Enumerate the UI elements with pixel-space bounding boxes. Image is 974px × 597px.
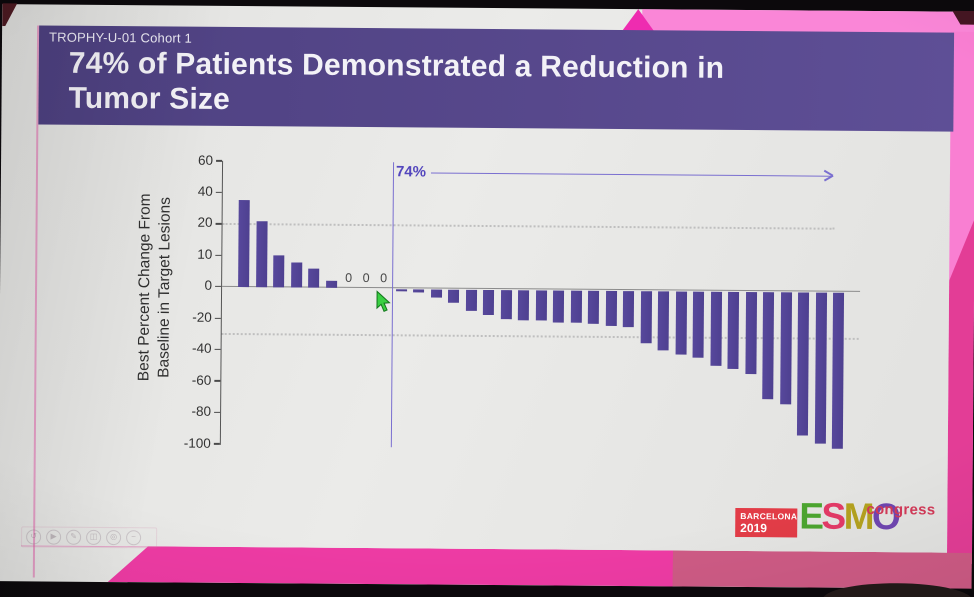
waterfall-bar [657, 291, 670, 350]
play-icon: ▶ [46, 529, 62, 545]
waterfall-bar [796, 292, 810, 436]
y-tick-mark [214, 380, 221, 382]
y-tick-label: -40 [192, 340, 212, 356]
esmo-letter-S: S [821, 495, 844, 537]
waterfall-bar [273, 255, 285, 288]
minus-icon: − [126, 530, 142, 546]
mouse-cursor-icon [376, 290, 391, 313]
y-tick-mark [213, 443, 220, 445]
reference-line [222, 222, 835, 230]
waterfall-bar [622, 290, 635, 328]
waterfall-bar [675, 291, 687, 355]
waterfall-bar [500, 289, 512, 319]
y-tick-label: -60 [191, 372, 212, 388]
waterfall-bar [709, 291, 722, 367]
waterfall-bar [727, 291, 740, 370]
waterfall-bar [238, 200, 250, 287]
esmo-congress-logo: BARCELONA 2019 ESMO congress [733, 495, 943, 547]
pencil-icon: ✎ [66, 529, 82, 545]
y-tick-mark [214, 317, 221, 319]
congress-label: congress [866, 500, 936, 519]
waterfall-bar [570, 290, 582, 323]
y-tick-label: 40 [197, 183, 213, 199]
waterfall-bar [325, 281, 337, 288]
y-tick-mark [215, 191, 222, 194]
waterfall-bar [814, 292, 827, 444]
y-tick-label: 10 [197, 246, 213, 262]
esmo-venue-badge: BARCELONA 2019 [735, 507, 798, 538]
waterfall-bar [447, 289, 460, 303]
y-tick-mark [214, 411, 221, 414]
y-tick-mark [215, 285, 222, 288]
y-tick-label: -20 [192, 309, 212, 325]
waterfall-bar [413, 289, 425, 293]
waterfall-bar [535, 290, 547, 321]
y-tick-mark [215, 254, 222, 256]
waterfall-bar [744, 291, 757, 375]
waterfall-bar [430, 289, 442, 298]
venue-year: 2019 [740, 520, 767, 536]
waterfall-bar [605, 290, 617, 326]
esmo-letter-E: E [799, 495, 822, 537]
record-icon: ◎ [106, 530, 122, 546]
waterfall-bar [831, 292, 845, 449]
annotation-arrow-shaft [430, 172, 831, 177]
waterfall-bar [552, 290, 565, 323]
waterfall-bar [290, 262, 302, 288]
y-tick-mark [216, 160, 223, 162]
waterfall-bar [395, 289, 407, 292]
waterfall-bar [762, 291, 775, 400]
y-tick-mark [214, 348, 221, 351]
y-tick-label: 60 [197, 152, 214, 168]
y-tick-mark [215, 223, 222, 225]
undo-icon: ↺ [26, 529, 42, 545]
waterfall-bar [779, 292, 792, 405]
waterfall-bar [308, 268, 320, 288]
y-tick-label: -100 [183, 435, 211, 451]
y-tick-label: 20 [197, 215, 213, 231]
camera-icon: ◫ [86, 529, 102, 545]
y-tick-label: -80 [191, 403, 212, 419]
waterfall-bar [692, 291, 705, 359]
waterfall-bar [517, 290, 530, 321]
waterfall-bar [255, 220, 268, 288]
zero-value-label: 0 [362, 270, 370, 285]
waterfall-bar [587, 290, 600, 325]
responder-annotation-label: 74% [395, 162, 427, 181]
zero-value-label: 0 [345, 270, 353, 285]
waterfall-bar [465, 289, 477, 311]
venue-city: BARCELONA [740, 510, 798, 522]
y-axis-spine [219, 160, 224, 445]
waterfall-bar [482, 289, 495, 316]
watermark-toolbar: ↺ ▶ ✎ ◫ ◎ − [21, 526, 158, 549]
y-tick-label: 0 [204, 278, 213, 294]
waterfall-bar [640, 290, 652, 344]
zero-value-label: 0 [380, 270, 388, 285]
